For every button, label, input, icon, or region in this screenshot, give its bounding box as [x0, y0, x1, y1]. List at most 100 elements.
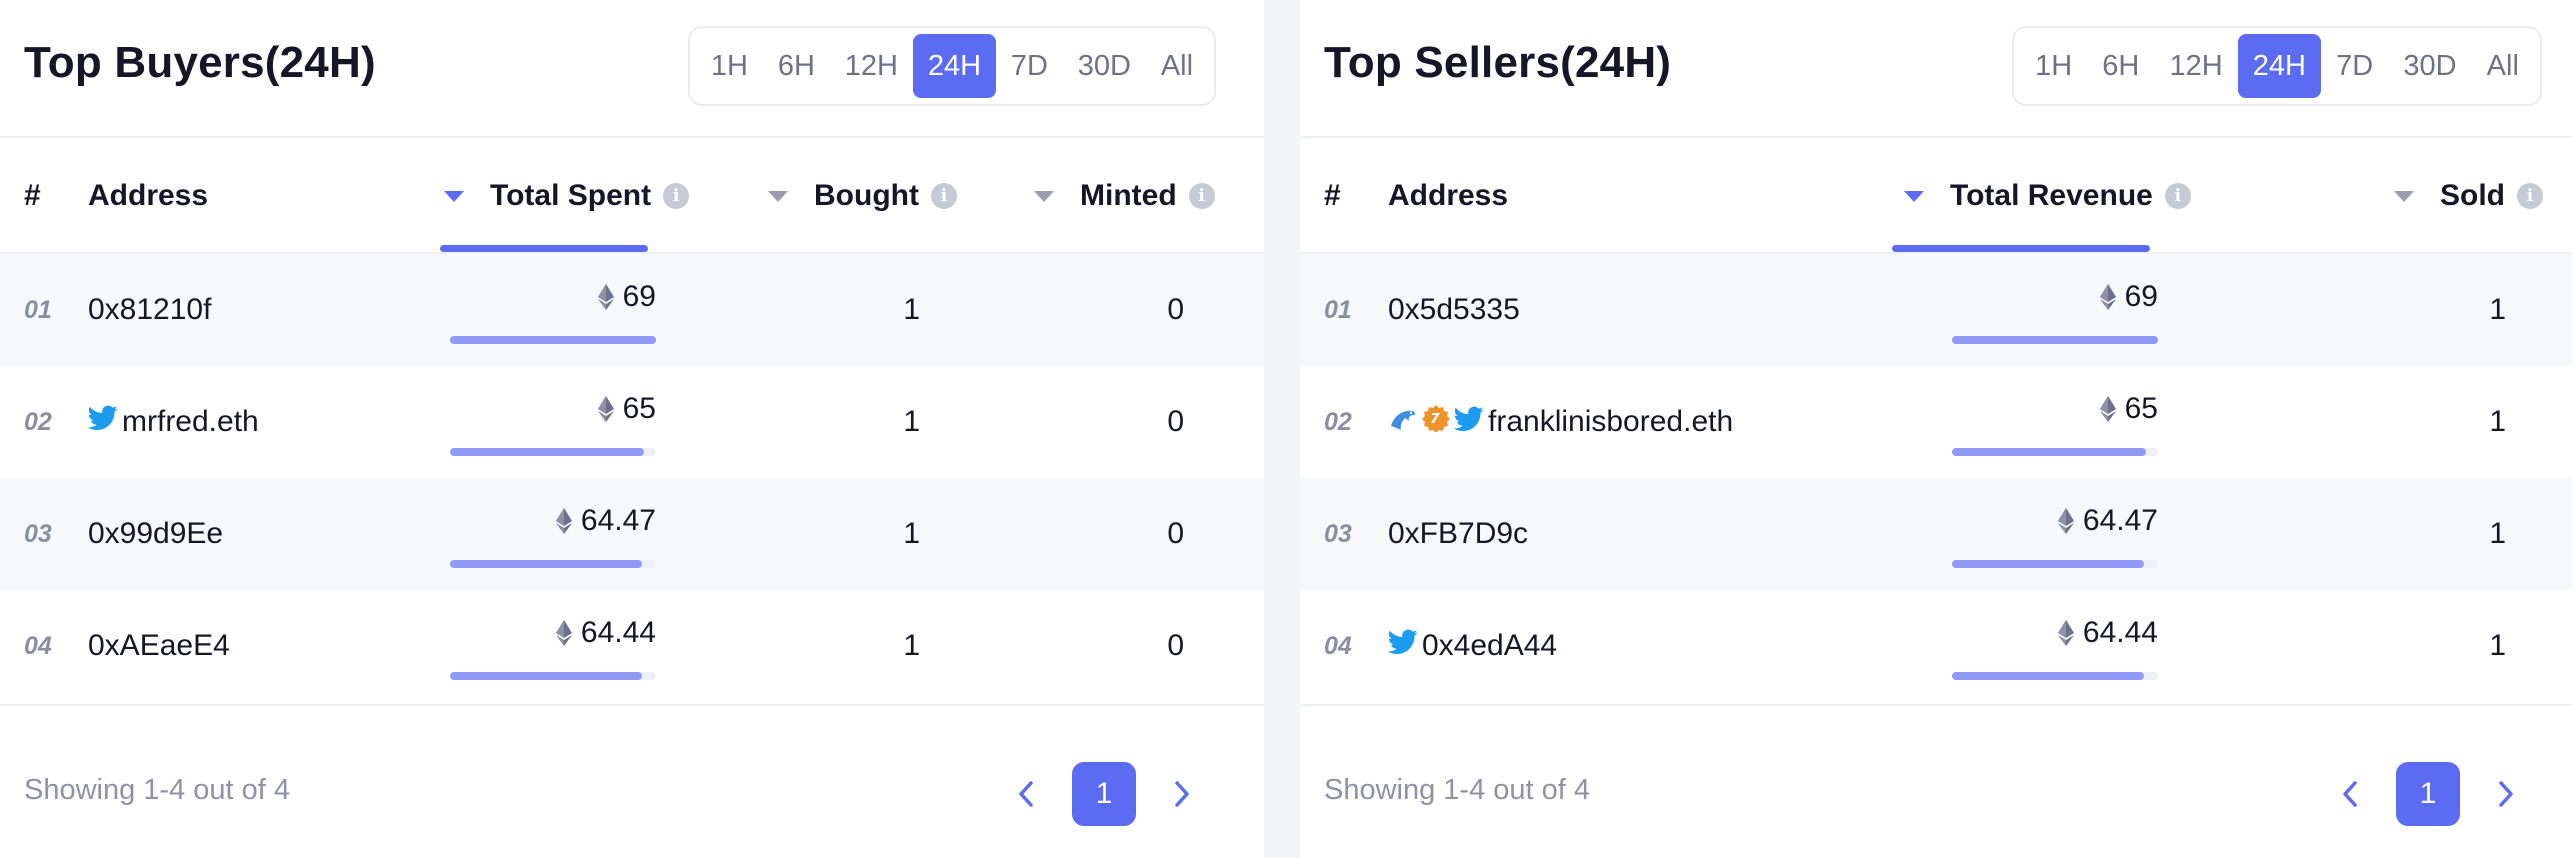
- table-row[interactable]: 03 0x99d9Ee 64.47 1 0: [0, 478, 1264, 590]
- row-bought: 1: [903, 517, 920, 550]
- sort-icon[interactable]: [1034, 190, 1054, 202]
- next-page-button[interactable]: [1162, 762, 1202, 826]
- time-filter-12h[interactable]: 12H: [844, 49, 898, 82]
- page-button-current[interactable]: 1: [1072, 762, 1136, 826]
- address-text[interactable]: 0x99d9Ee: [88, 517, 224, 550]
- table-row[interactable]: 02 franklinisbored.eth 65 1: [1300, 366, 2572, 478]
- row-address[interactable]: franklinisbored.eth: [1388, 366, 1733, 478]
- column-total-revenue[interactable]: Total Revenue i: [1904, 138, 2191, 254]
- pagination-summary: Showing 1-4 out of 4: [1324, 774, 1591, 806]
- address-text[interactable]: franklinisbored.eth: [1488, 405, 1734, 438]
- time-filter-1h[interactable]: 1H: [2035, 49, 2073, 82]
- time-filter-all[interactable]: All: [2486, 49, 2519, 82]
- sort-icon[interactable]: [768, 190, 788, 202]
- time-filter-12h[interactable]: 12H: [2169, 49, 2223, 82]
- value-bar-fill: [450, 560, 642, 568]
- twitter-icon[interactable]: [1388, 629, 1418, 655]
- eth-icon: [597, 395, 615, 423]
- value-bar: [1952, 672, 2158, 680]
- row-bought: 1: [903, 629, 920, 662]
- time-filter-all[interactable]: All: [1160, 49, 1194, 82]
- eth-icon: [555, 507, 573, 535]
- column-bought[interactable]: Bought i: [768, 138, 957, 254]
- info-icon[interactable]: i: [2517, 183, 2543, 209]
- panel-header: Top Buyers(24H) 1H 6H 12H 24H 7D 30D All: [0, 0, 1264, 138]
- table-row[interactable]: 01 0x5d5335 69 1: [1300, 254, 2572, 366]
- row-total-spent: 69: [597, 280, 656, 314]
- sort-desc-icon[interactable]: [1904, 190, 1924, 202]
- eth-icon: [2057, 507, 2075, 535]
- sort-icon[interactable]: [2394, 190, 2414, 202]
- eth-icon: [597, 283, 615, 311]
- table-row[interactable]: 04 0x4edA44 64.44 1: [1300, 590, 2572, 702]
- address-text[interactable]: 0x81210f: [88, 293, 212, 326]
- column-label: Sold: [2440, 179, 2505, 212]
- twitter-icon[interactable]: [1454, 406, 1484, 432]
- address-text[interactable]: 0x4edA44: [1422, 629, 1558, 662]
- address-text[interactable]: 0xAEaeE4: [88, 629, 230, 662]
- prev-page-button[interactable]: [1006, 762, 1046, 826]
- row-sold: 1: [2489, 293, 2506, 326]
- column-sold[interactable]: Sold i: [2394, 138, 2543, 254]
- time-filter-7d[interactable]: 7D: [1010, 49, 1048, 82]
- column-label: Bought: [814, 179, 919, 212]
- info-icon[interactable]: i: [663, 183, 690, 209]
- row-address[interactable]: 0xFB7D9c: [1388, 478, 1528, 590]
- column-address: Address: [88, 179, 209, 212]
- row-total-spent: 64.47: [555, 504, 656, 538]
- time-filter-6h[interactable]: 6H: [777, 49, 815, 82]
- time-filter-7d[interactable]: 7D: [2336, 49, 2374, 82]
- value-text: 69: [622, 280, 656, 313]
- value-bar-fill: [450, 336, 656, 344]
- table-row[interactable]: 02 mrfred.eth 65 1 0: [0, 366, 1264, 478]
- buyers-table-body: 01 0x81210f 69 1 0 02 mrfred.eth 65 1 0 …: [0, 254, 1264, 702]
- sort-desc-icon[interactable]: [444, 190, 464, 202]
- column-total-spent[interactable]: Total Spent i: [444, 138, 690, 254]
- page-button-current[interactable]: 1: [2396, 762, 2460, 826]
- table-header: # Address Total Revenue i Sold i: [1300, 138, 2572, 254]
- time-filter-24h[interactable]: 24H: [2237, 34, 2322, 98]
- row-rank: 04: [24, 631, 52, 660]
- row-minted: 0: [1167, 629, 1184, 662]
- value-bar-fill: [450, 672, 642, 680]
- row-address[interactable]: 0xAEaeE4: [88, 590, 230, 702]
- twitter-icon[interactable]: [88, 405, 118, 431]
- row-sold: 1: [2489, 405, 2506, 438]
- time-filter-6h[interactable]: 6H: [2102, 49, 2140, 82]
- value-bar-fill: [450, 448, 644, 456]
- time-filter: 1H 6H 12H 24H 7D 30D All: [2012, 26, 2542, 106]
- info-icon[interactable]: i: [2164, 183, 2191, 209]
- row-address[interactable]: 0x4edA44: [1388, 590, 1557, 702]
- row-sold: 1: [2489, 629, 2506, 662]
- value-text: 64.47: [580, 504, 656, 537]
- row-bought: 1: [903, 293, 920, 326]
- address-text[interactable]: 0xFB7D9c: [1388, 517, 1529, 550]
- address-text[interactable]: 0x5d5335: [1388, 293, 1520, 326]
- value-bar: [450, 448, 656, 456]
- row-address[interactable]: mrfred.eth: [88, 366, 259, 478]
- time-filter-24h[interactable]: 24H: [912, 34, 996, 98]
- row-rank: 02: [24, 407, 52, 436]
- time-filter-1h[interactable]: 1H: [710, 49, 748, 82]
- row-total-revenue: 65: [2099, 392, 2158, 426]
- eth-icon: [2099, 283, 2117, 311]
- time-filter-30d[interactable]: 30D: [1077, 49, 1131, 82]
- row-address[interactable]: 0x5d5335: [1388, 254, 1520, 366]
- column-label: Total Spent: [490, 179, 652, 212]
- table-row[interactable]: 03 0xFB7D9c 64.47 1: [1300, 478, 2572, 590]
- value-bar: [1952, 336, 2158, 344]
- info-icon[interactable]: i: [1188, 183, 1215, 209]
- column-minted[interactable]: Minted i: [1034, 138, 1215, 254]
- pagination: 1: [2330, 762, 2526, 826]
- row-address[interactable]: 0x81210f: [88, 254, 211, 366]
- info-icon[interactable]: i: [930, 183, 957, 209]
- table-row[interactable]: 04 0xAEaeE4 64.44 1 0: [0, 590, 1264, 702]
- eth-icon: [2057, 619, 2075, 647]
- table-row[interactable]: 01 0x81210f 69 1 0: [0, 254, 1264, 366]
- address-text[interactable]: mrfred.eth: [122, 405, 259, 438]
- prev-page-button[interactable]: [2330, 762, 2370, 826]
- row-address[interactable]: 0x99d9Ee: [88, 478, 223, 590]
- time-filter-30d[interactable]: 30D: [2403, 49, 2457, 82]
- row-minted: 0: [1167, 517, 1184, 550]
- next-page-button[interactable]: [2486, 762, 2526, 826]
